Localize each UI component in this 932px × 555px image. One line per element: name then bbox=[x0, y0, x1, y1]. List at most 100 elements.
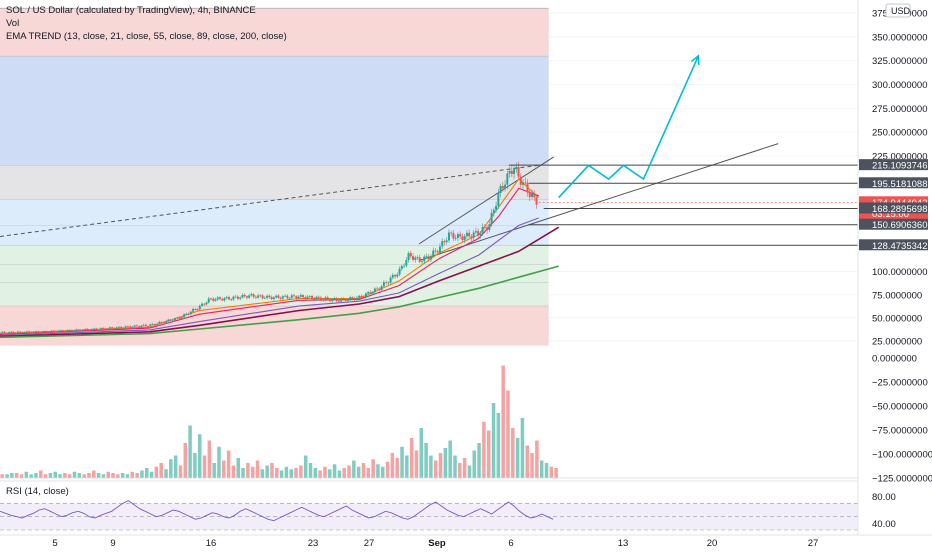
volume-bar bbox=[342, 468, 346, 478]
volume-bar bbox=[467, 465, 472, 478]
candle-body bbox=[299, 295, 302, 297]
candle-body bbox=[97, 329, 100, 331]
candle-body bbox=[245, 296, 248, 298]
price-tick-label: 225.0000000 bbox=[872, 152, 927, 163]
candle-body bbox=[337, 300, 340, 302]
price-tick-label: 300.0000000 bbox=[872, 80, 927, 91]
candle-body bbox=[259, 295, 262, 297]
volume-bar bbox=[178, 465, 183, 478]
volume-bar bbox=[82, 474, 86, 478]
volume-bar bbox=[429, 455, 433, 478]
candle-body bbox=[79, 329, 82, 331]
candle-body bbox=[497, 192, 500, 206]
candle-body bbox=[257, 295, 260, 298]
volume-bar bbox=[544, 463, 549, 478]
volume-tick-label: 0.0000000 bbox=[872, 354, 917, 365]
candle-body bbox=[407, 253, 410, 261]
candle-body bbox=[214, 299, 217, 301]
candle-body bbox=[41, 331, 44, 333]
candle-body bbox=[39, 332, 42, 334]
volume-bar bbox=[149, 471, 154, 478]
volume-bar bbox=[385, 461, 390, 478]
volume-bar bbox=[193, 453, 197, 478]
volume-bar bbox=[106, 471, 110, 478]
volume-bar bbox=[111, 473, 115, 478]
price-tick-label: 25.0000000 bbox=[872, 337, 922, 348]
candle-body bbox=[0, 332, 1, 334]
level-price-label bbox=[859, 218, 928, 230]
price-tick-label: 275.0000000 bbox=[872, 104, 927, 115]
candle-body bbox=[438, 246, 441, 253]
volume-bar bbox=[140, 470, 144, 478]
volume-bar bbox=[380, 466, 385, 478]
volume-bar bbox=[424, 443, 428, 478]
candle-body bbox=[387, 282, 390, 284]
candle-body bbox=[162, 322, 165, 323]
volume-bar bbox=[448, 440, 452, 478]
zone-band bbox=[0, 165, 549, 200]
candle-body bbox=[524, 182, 527, 184]
volume-bar bbox=[376, 464, 380, 478]
candle-body bbox=[210, 298, 213, 300]
volume-bar bbox=[116, 474, 120, 478]
candle-body bbox=[533, 193, 536, 198]
candle-body bbox=[73, 330, 76, 332]
volume-bar bbox=[29, 474, 33, 478]
volume-tick-label: −50.0000000 bbox=[872, 402, 928, 413]
volume-bar bbox=[63, 473, 67, 478]
candle-body bbox=[286, 295, 289, 299]
candle-body bbox=[113, 328, 116, 330]
candle-body bbox=[160, 321, 163, 323]
candle-body bbox=[263, 297, 266, 299]
candle-body bbox=[380, 286, 383, 290]
volume-bar bbox=[87, 473, 91, 478]
volume-bar bbox=[409, 438, 414, 478]
candle-body bbox=[360, 295, 363, 298]
volume-bar bbox=[24, 471, 29, 478]
volume-tick-label: −125.0000000 bbox=[872, 474, 932, 485]
candle-body bbox=[333, 298, 336, 300]
candle-body bbox=[250, 294, 253, 296]
candle-body bbox=[279, 297, 282, 299]
candle-body bbox=[416, 257, 419, 259]
volume-bar bbox=[299, 465, 303, 478]
volume-bar bbox=[419, 428, 424, 478]
level-price-label bbox=[859, 239, 928, 251]
candle-body bbox=[55, 331, 58, 333]
candle-body bbox=[239, 297, 242, 299]
candle-body bbox=[178, 317, 181, 319]
candle-body bbox=[447, 232, 450, 241]
candle-body bbox=[394, 275, 397, 277]
ema-indicator-label: EMA TREND (13, close, 21, close, 55, clo… bbox=[6, 31, 287, 42]
volume-bar bbox=[515, 438, 520, 478]
volume-bar bbox=[207, 440, 212, 478]
candle-body bbox=[414, 257, 417, 260]
candle-body bbox=[270, 297, 273, 300]
candle-body bbox=[57, 331, 60, 333]
volume-bar bbox=[506, 390, 510, 478]
candle-body bbox=[483, 227, 486, 228]
candle-body bbox=[344, 298, 347, 301]
candle-body bbox=[499, 186, 502, 193]
volume-bar bbox=[246, 463, 250, 478]
volume-indicator-label: Vol bbox=[6, 18, 20, 29]
price-axis-bg bbox=[858, 0, 932, 535]
candle-body bbox=[218, 297, 221, 300]
volume-bar bbox=[159, 463, 163, 478]
volume-bar bbox=[96, 473, 101, 478]
volume-bar bbox=[43, 474, 48, 478]
volume-bar bbox=[356, 466, 361, 478]
candle-body bbox=[37, 331, 40, 333]
volume-bar bbox=[101, 474, 106, 478]
candle-body bbox=[7, 332, 10, 334]
volume-bar bbox=[511, 428, 515, 478]
candle-body bbox=[504, 184, 507, 189]
candle-body bbox=[131, 326, 134, 328]
candle-body bbox=[398, 268, 401, 275]
candle-body bbox=[376, 288, 379, 290]
candle-body bbox=[342, 298, 345, 300]
candle-body bbox=[461, 236, 464, 240]
candle-body bbox=[436, 251, 439, 253]
candle-body bbox=[5, 332, 8, 334]
candle-body bbox=[268, 295, 271, 298]
